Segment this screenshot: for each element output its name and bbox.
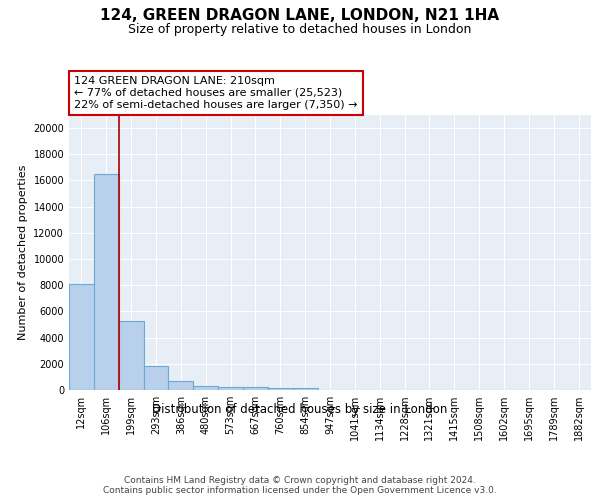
- Y-axis label: Number of detached properties: Number of detached properties: [18, 165, 28, 340]
- Text: Contains HM Land Registry data © Crown copyright and database right 2024.
Contai: Contains HM Land Registry data © Crown c…: [103, 476, 497, 495]
- Bar: [243, 388, 268, 390]
- Bar: [94, 174, 119, 390]
- Text: 124 GREEN DRAGON LANE: 210sqm
← 77% of detached houses are smaller (25,523)
22% : 124 GREEN DRAGON LANE: 210sqm ← 77% of d…: [74, 76, 358, 110]
- Bar: [293, 388, 317, 390]
- Bar: [69, 284, 94, 390]
- Text: 124, GREEN DRAGON LANE, LONDON, N21 1HA: 124, GREEN DRAGON LANE, LONDON, N21 1HA: [100, 8, 500, 22]
- Bar: [143, 366, 169, 390]
- Bar: [119, 320, 143, 390]
- Bar: [268, 388, 293, 390]
- Text: Size of property relative to detached houses in London: Size of property relative to detached ho…: [128, 22, 472, 36]
- Text: Distribution of detached houses by size in London: Distribution of detached houses by size …: [152, 402, 448, 415]
- Bar: [193, 386, 218, 390]
- Bar: [169, 381, 193, 390]
- Bar: [218, 387, 243, 390]
